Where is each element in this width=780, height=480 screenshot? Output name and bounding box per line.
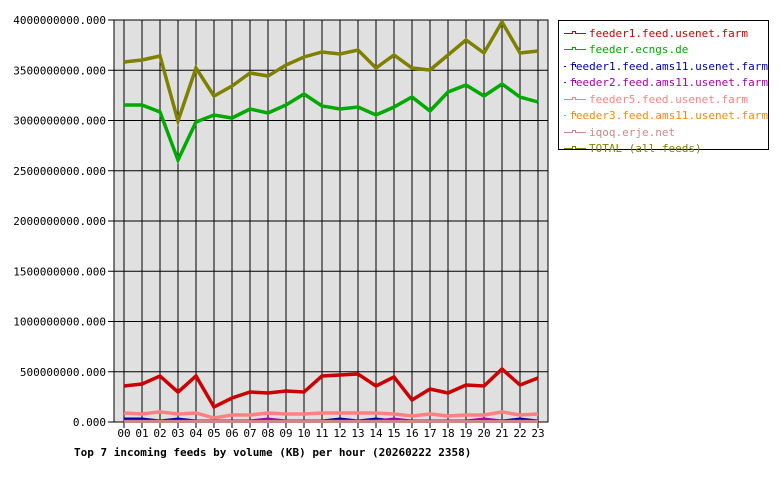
series-line: [123, 18, 539, 127]
x-tick-label: 14: [369, 427, 383, 440]
x-tick-label: 06: [225, 427, 238, 440]
chart-title: Top 7 incoming feeds by volume (KB) per …: [74, 446, 471, 459]
legend-label: feeder3.feed.ams11.usenet.farm: [569, 109, 768, 123]
legend-item: feeder1.feed.usenet.farm: [559, 25, 768, 42]
x-tick-label: 22: [513, 427, 526, 440]
x-tick-label: 23: [531, 427, 544, 440]
x-tick-label: 07: [243, 427, 256, 440]
legend-label: feeder.ecngs.de: [589, 43, 689, 57]
x-tick-label: 00: [117, 427, 130, 440]
legend-line-marker-icon: [564, 45, 586, 54]
x-tick-label: 09: [279, 427, 292, 440]
y-tick-label: 1500000000.000: [13, 265, 106, 278]
x-tick-label: 02: [153, 427, 166, 440]
x-tick-label: 19: [459, 427, 472, 440]
legend-item: feeder1.feed.ams11.usenet.farm: [559, 58, 768, 75]
legend-line-marker-icon: [564, 128, 586, 137]
x-axis-ticks: 00 01 02 03 04 05 06 07 08 09 10 11 12 13 14 15 16 17 18 19…: [117, 427, 544, 440]
legend: feeder1.feed.usenet.farm feeder.ecngs.de f…: [558, 20, 769, 155]
x-tick-label: 20: [477, 427, 490, 440]
series-line: [123, 366, 539, 410]
x-tick-label: 08: [261, 427, 274, 440]
y-tick-label: 500000000.000: [20, 366, 106, 379]
legend-item: TOTAL (all feeds): [559, 141, 768, 158]
y-tick-label: 2500000000.000: [13, 165, 106, 178]
y-tick-label: 4000000000.000: [13, 14, 106, 27]
y-tick-label: 0.000: [73, 416, 106, 429]
legend-label: iqoq.erje.net: [589, 125, 676, 139]
x-tick-label: 03: [171, 427, 184, 440]
legend-label: feeder5.feed.usenet.farm: [589, 92, 748, 106]
x-tick-label: 12: [333, 427, 346, 440]
x-tick-label: 05: [207, 427, 220, 440]
legend-label: feeder1.feed.usenet.farm: [589, 26, 748, 40]
x-tick-label: 17: [423, 427, 436, 440]
y-tick-label: 3000000000.000: [13, 115, 106, 128]
y-tick-label: 3500000000.000: [13, 64, 106, 77]
legend-item: feeder3.feed.ams11.usenet.farm: [559, 108, 768, 125]
series-lines: [123, 18, 539, 423]
legend-item: feeder2.feed.ams11.usenet.farm: [559, 75, 768, 92]
x-tick-label: 18: [441, 427, 454, 440]
x-tick-label: 15: [387, 427, 400, 440]
legend-label: TOTAL (all feeds): [589, 142, 702, 156]
legend-line-marker-icon: [564, 62, 576, 71]
y-tick-label: 2000000000.000: [13, 215, 106, 228]
legend-label: feeder1.feed.ams11.usenet.farm: [569, 59, 768, 73]
series-line: [124, 81, 539, 165]
legend-line-marker-icon: [564, 95, 586, 104]
x-tick-label: 21: [495, 427, 508, 440]
legend-item: feeder5.feed.usenet.farm: [559, 91, 768, 108]
legend-item: iqoq.erje.net: [559, 124, 768, 141]
x-tick-label: 16: [405, 427, 418, 440]
legend-line-marker-icon: [564, 78, 576, 87]
legend-line-marker-icon: [564, 144, 586, 153]
legend-label: feeder2.feed.ams11.usenet.farm: [569, 76, 768, 90]
x-tick-label: 10: [297, 427, 310, 440]
x-tick-label: 01: [135, 427, 148, 440]
legend-line-marker-icon: [564, 111, 576, 120]
legend-line-marker-icon: [564, 29, 586, 38]
legend-item: feeder.ecngs.de: [559, 42, 768, 59]
x-tick-label: 11: [315, 427, 328, 440]
y-axis-ticks: 0.000 500000000.000 1000000000.000 15000000…: [13, 14, 106, 429]
y-tick-label: 1000000000.000: [13, 316, 106, 329]
x-tick-label: 04: [189, 427, 203, 440]
grid-lines: [108, 19, 548, 428]
x-tick-label: 13: [351, 427, 364, 440]
series-line: [123, 410, 539, 420]
